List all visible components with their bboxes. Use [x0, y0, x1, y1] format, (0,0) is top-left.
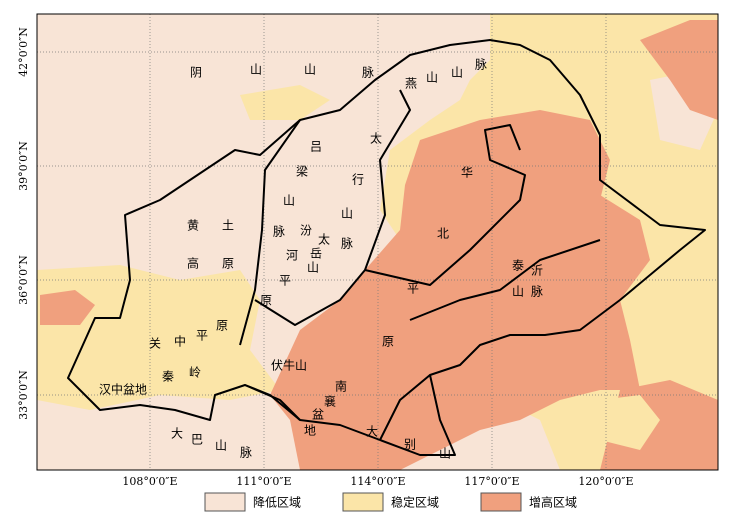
lat-label: 39°0′0″N	[17, 141, 30, 191]
place-label: 原	[216, 319, 228, 333]
lat-label: 42°0′0″N	[17, 27, 30, 77]
place-label: 伏牛山	[271, 358, 307, 373]
place-label: 原	[260, 294, 272, 308]
place-label: 岭	[189, 366, 201, 380]
place-label: 大	[171, 427, 183, 441]
place-label: 脉	[362, 65, 374, 80]
region-boundary	[67, 39, 706, 456]
lon-label: 108°0′0″E	[122, 475, 177, 488]
place-label: 平	[196, 329, 208, 343]
legend-swatch	[342, 492, 384, 512]
place-label: 行	[352, 173, 364, 187]
place-label: 汾	[300, 224, 312, 238]
place-label: 脉	[475, 57, 487, 72]
place-label: 黄	[187, 219, 199, 233]
place-label: 太	[318, 232, 330, 247]
place-label: 别	[404, 438, 416, 452]
province-boundary	[364, 124, 526, 286]
place-label: 中	[174, 334, 186, 349]
province-boundary	[254, 89, 411, 326]
place-label: 山	[512, 285, 524, 299]
map-frame	[36, 13, 719, 471]
place-label: 汉中盆地	[99, 382, 147, 397]
place-label: 平	[407, 282, 419, 296]
place-label: 脉	[341, 236, 353, 251]
place-label: 山	[341, 207, 353, 221]
place-label: 山	[451, 66, 463, 80]
place-label: 燕	[405, 77, 417, 91]
place-label: 梁	[296, 164, 308, 179]
province-boundary	[244, 384, 301, 421]
lon-label: 117°0′0″E	[464, 475, 519, 488]
place-label: 山	[215, 439, 227, 453]
lon-label: 120°0′0″E	[578, 475, 633, 488]
place-label: 山	[307, 261, 319, 275]
place-label: 地	[304, 424, 316, 438]
place-label: 岳	[310, 247, 322, 261]
province-boundary	[409, 239, 601, 321]
place-label: 原	[222, 257, 234, 271]
place-label: 泰	[512, 259, 524, 273]
place-label: 沂	[531, 264, 543, 278]
place-label: 巴	[191, 433, 203, 447]
place-label: 秦	[162, 370, 174, 384]
province-boundary	[379, 374, 431, 441]
lon-label: 111°0′0″E	[236, 475, 291, 488]
place-label: 关	[149, 337, 161, 351]
place-label: 北	[437, 227, 449, 241]
stable-area	[600, 395, 660, 450]
place-label: 襄	[324, 394, 336, 409]
stable-area	[240, 85, 330, 120]
place-label: 华	[461, 166, 473, 180]
lat-label: 33°0′0″N	[17, 370, 30, 420]
legend-swatch	[480, 492, 522, 512]
place-label: 阴	[190, 66, 202, 80]
place-labels: 阴山山脉燕山山脉太行山脉吕梁山脉 汾河平原太岳山黄 土高 原关中平原秦 岭汉中盆地伏牛山…	[99, 57, 543, 461]
place-label: 盆	[312, 408, 324, 422]
increase-area	[640, 20, 718, 120]
place-label: 山	[426, 71, 438, 85]
legend: 降低区域 稳定区域 增高区域	[204, 492, 577, 512]
place-label: 山	[250, 63, 262, 77]
increase-area	[40, 290, 95, 325]
legend-label: 稳定区域	[391, 495, 439, 510]
place-label: 平	[279, 274, 291, 288]
place-label: 山	[439, 447, 451, 461]
graticule: 42°0′0″N 39°0′0″N 36°0′0″N 33°0′0″N 108°0′0″…	[17, 14, 718, 488]
place-label: 脉	[240, 445, 252, 460]
place-label: 脉	[531, 284, 543, 299]
legend-label: 增高区域	[529, 495, 577, 510]
increase-area	[270, 110, 650, 470]
place-label: 南	[335, 379, 347, 394]
province-boundary	[239, 119, 301, 346]
place-label: 山	[283, 194, 295, 208]
boundaries	[67, 39, 706, 456]
place-label: 太	[370, 131, 382, 146]
place-label: 吕	[310, 140, 322, 154]
place-label: 河	[286, 249, 298, 263]
legend-swatch	[204, 492, 246, 512]
place-label: 大	[366, 425, 378, 439]
place-label: 脉	[273, 224, 285, 239]
place-label: 高	[187, 256, 199, 271]
place-label: 土	[222, 219, 234, 233]
legend-label: 降低区域	[253, 496, 301, 510]
place-label: 原	[382, 335, 394, 349]
place-label: 山	[304, 63, 316, 77]
lat-label: 36°0′0″N	[17, 255, 30, 305]
stable-area	[37, 265, 280, 410]
raster	[37, 14, 718, 470]
lon-label: 114°0′0″E	[350, 475, 405, 488]
